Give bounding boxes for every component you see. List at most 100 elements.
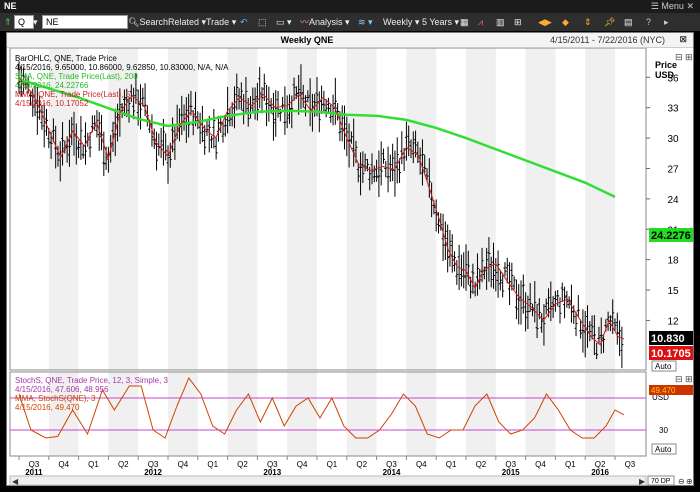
period-dropdown[interactable]: Weekly ▾ [383,17,420,27]
menu-button[interactable]: ☰ Menu ✕ [651,1,694,12]
legend-bar-2: 4/15/2016, 9.65000, 10.86000, 9.62850, 1… [15,63,229,72]
crosshair-icon[interactable]: ⊞ [514,17,522,27]
quarter-label: Q4 [535,460,546,469]
ohlc-bar [51,118,55,143]
dropdown-icon[interactable]: ▾ [33,17,38,27]
ohlc-bar [343,105,347,150]
pin-icon[interactable]: 📌︎ [604,17,616,27]
ohlc-bar [560,282,564,302]
ohlc-bar [287,94,291,124]
stoch-panel-max-icon[interactable]: ⊞ [685,374,693,384]
ohlc-bar [212,109,216,149]
ohlc-bar [574,311,578,337]
related-button[interactable]: Related ▾ [168,17,207,27]
quarter-band [168,48,198,370]
ohlc-bar [198,112,202,144]
ohlc-bar [237,88,241,110]
ohlc-bar [496,250,500,298]
price-auto-button[interactable] [651,360,677,372]
ohlc-bar [155,131,159,171]
arrow-up-icon[interactable]: ⇑ [4,17,12,27]
scroll-left-icon[interactable]: ◀▶ [538,17,552,27]
close-icon[interactable]: ✕ [686,1,694,11]
ohlc-bar [356,162,360,183]
undo-icon[interactable]: ↶ [240,17,248,27]
ohlc-bar [547,288,551,318]
search-label: Search [139,17,168,27]
print-icon[interactable]: ▤ [624,17,633,27]
symbol-input[interactable]: NE [42,15,128,29]
ohlc-bar [620,326,624,369]
ohlc-bar [304,95,308,117]
ohlc-bar [262,73,266,101]
ohlc-bar [299,64,303,109]
range-dropdown[interactable]: 5 Years ▾ [422,17,460,27]
ohlc-bar [180,95,184,136]
scroll-right-arrow[interactable]: ▶ [639,477,646,486]
ohlc-bar [602,334,606,353]
pointer-icon[interactable]: ⬚ [258,17,267,27]
quarter-label: Q1 [88,460,99,469]
ohlc-bar [331,94,335,126]
line-chart-icon[interactable]: ⩘ [478,17,484,27]
ohlc-bar [618,320,622,356]
chart-grid-icon[interactable]: ▦ [460,17,469,27]
close-chart-icon[interactable]: ⊠ [679,34,687,44]
zoom-icon[interactable]: ◆ [562,17,569,27]
price-tick-label: 12 [667,316,679,327]
zoom-out-icon[interactable]: ⊖ [678,477,685,486]
legend-mma-1: MMA, QNE, Trade Price(Last), 5 [15,90,131,99]
price-panel-close-icon[interactable]: ⊟ [675,52,683,62]
chart-svg[interactable]: 363330272421181512 30 Q3Q4Q1Q2Q3Q4Q1Q2Q3… [7,48,693,486]
quarter-band [48,372,79,456]
stoch-auto-button[interactable] [651,443,677,455]
search-button[interactable]: 🔍︎Search [128,15,168,29]
help-icon[interactable]: ? [646,17,652,27]
more-icon[interactable]: ▸ [664,17,669,27]
ohlc-bar [127,97,131,123]
toolbar: ⇑ Q ▾ NE 🔍︎Search Related ▾ Trade ▾ ↶ ⬚ … [0,13,700,31]
stoch-badge: 49.470 [651,386,676,395]
price-tick-label: 15 [667,286,679,297]
zoom-in-icon[interactable]: ⊕ [686,477,693,486]
zoom-box[interactable] [647,475,675,486]
folder-icon[interactable]: ▭ ▾ [276,17,292,27]
ohlc-bar [361,151,365,184]
ohlc-bar [576,295,580,318]
scroll-left-arrow[interactable]: ◀ [12,477,19,486]
ohlc-bar [152,128,156,149]
ohlc-bar [40,104,44,130]
analysis-button[interactable]: 〰Analysis ▾ [300,17,350,27]
cursor-icon[interactable]: ⇕ [584,17,592,27]
ohlc-bar [239,82,243,111]
ohlc-bar [326,97,330,114]
analysis-icon: 〰 [300,17,310,27]
quarter-label: Q3 [148,460,159,469]
ohlc-bar [207,115,211,153]
ohlc-bar [542,304,546,346]
price-panel-max-icon[interactable]: ⊞ [685,52,693,62]
bar-chart-icon[interactable]: ▥ [496,17,505,27]
ohlc-bar [475,253,479,296]
ohlc-bar [255,82,259,121]
quarter-label: Q2 [237,460,248,469]
quarter-band [227,372,258,456]
horizontal-scrollbar[interactable] [9,475,647,486]
chart-title: Weekly QNE [280,35,334,45]
trade-button[interactable]: Trade ▾ [206,17,237,27]
studies-icon[interactable]: ≋ ▾ [358,17,373,27]
quarter-band [168,372,198,456]
symbol-prefix-input[interactable]: Q [14,15,34,29]
zoom-label: 70 DP [651,478,671,485]
ohlc-bar [524,292,528,332]
mma-price-badge: 10.1705 [651,348,691,360]
price-tick-label: 33 [667,104,679,115]
ohlc-bar [214,136,218,160]
ohlc-bar [526,295,530,329]
quarter-label: Q3 [505,460,516,469]
stoch-panel-close-icon[interactable]: ⊟ [675,374,683,384]
time-axis: Q3 Q4 Q1 Q2 Q3 Q4 Q1 Q2 Q3 Q4 Q1 Q2 Q3 Q4 Q1 Q2 Q3 Q4 Q1 Q2… [18,456,636,477]
legend-sma-2: 4/15/2016, 24.22766 [15,81,89,90]
ohlc-bar [306,90,310,103]
ohlc-bar [544,298,548,315]
